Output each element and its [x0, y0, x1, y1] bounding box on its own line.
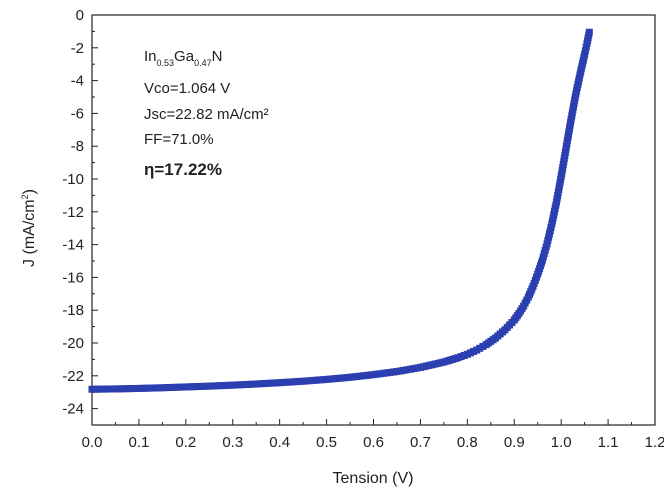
y-axis: 0 -2 -4 -6 -8 -10 -12 -14 -16 -18 -20 -22 -24 — [62, 7, 98, 426]
annotation-material: In0.53Ga0.47N — [144, 48, 222, 68]
y-tick-label: -20 — [62, 335, 84, 352]
y-axis-title: J (mA/cm2) — [20, 189, 38, 267]
data-point — [581, 50, 589, 58]
data-point — [582, 43, 590, 51]
y-tick-label: -8 — [71, 138, 84, 155]
x-tick-label: 0.9 — [504, 434, 525, 451]
x-tick-label: 0.2 — [175, 434, 196, 451]
plot-frame — [91, 14, 656, 426]
y-tick-label: -24 — [62, 401, 84, 418]
x-tick-label: 1.0 — [551, 434, 572, 451]
annotation-efficiency: η=17.22% — [144, 160, 222, 179]
material-in-sub: 0.53 — [157, 58, 175, 68]
x-tick-label: 0.7 — [410, 434, 431, 451]
y-tick-label: -6 — [71, 105, 84, 122]
material-ga: Ga — [174, 48, 195, 65]
data-point — [585, 28, 593, 36]
y-tick-label: -4 — [71, 73, 84, 90]
x-tick-label: 1.2 — [645, 434, 664, 451]
x-tick-label: 1.1 — [598, 434, 619, 451]
data-series — [88, 28, 593, 393]
annotation-jsc: Jsc=22.82 mA/cm² — [144, 106, 269, 123]
material-n: N — [212, 48, 223, 65]
y-tick-label: -12 — [62, 204, 84, 221]
y-tick-label: -14 — [62, 237, 84, 254]
y-axis-title-sup: 2 — [20, 194, 30, 199]
material-ga-sub: 0.47 — [194, 58, 212, 68]
annotation-vco: Vco=1.064 V — [144, 80, 230, 97]
data-point — [581, 47, 589, 55]
y-tick-label: -22 — [62, 368, 84, 385]
y-tick-label: -10 — [62, 171, 84, 188]
x-tick-label: 0.1 — [128, 434, 149, 451]
annotation-ff: FF=71.0% — [144, 131, 214, 148]
svg-text:J (mA/cm2): J (mA/cm2) — [20, 189, 38, 267]
annotation-box: In0.53Ga0.47N Vco=1.064 V Jsc=22.82 mA/c… — [144, 48, 269, 179]
x-tick-label: 0.5 — [316, 434, 337, 451]
x-tick-label: 0.6 — [363, 434, 384, 451]
x-axis-title: Tension (V) — [333, 470, 414, 487]
x-axis: 0.0 0.1 0.2 0.3 0.4 0.5 0.6 0.7 0.8 0.9 1.0 1.1 1.2 — [82, 419, 664, 451]
y-tick-label: -18 — [62, 302, 84, 319]
x-tick-label: 0.3 — [222, 434, 243, 451]
x-tick-label: 0.8 — [457, 434, 478, 451]
y-axis-title-main: J (mA/cm — [21, 199, 38, 267]
material-in: In — [144, 48, 157, 65]
y-axis-title-close: ) — [21, 189, 38, 194]
x-tick-label: 0.0 — [82, 434, 103, 451]
y-tick-label: -16 — [62, 269, 84, 286]
y-tick-label: -2 — [71, 40, 84, 57]
y-tick-label: 0 — [76, 7, 84, 24]
x-tick-label: 0.4 — [269, 434, 290, 451]
